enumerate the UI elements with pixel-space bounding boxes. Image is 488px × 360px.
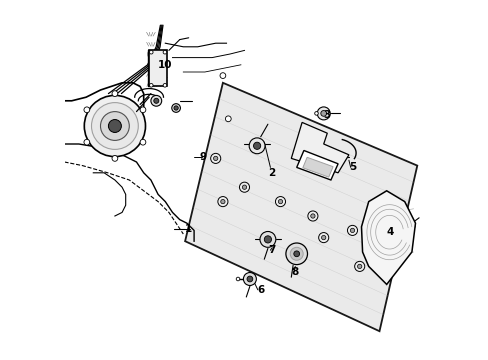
Circle shape (278, 199, 282, 204)
Circle shape (112, 156, 118, 161)
Circle shape (112, 91, 118, 96)
Circle shape (163, 84, 166, 87)
Text: 5: 5 (348, 162, 355, 172)
Circle shape (354, 261, 364, 271)
Circle shape (314, 112, 318, 115)
Circle shape (210, 153, 220, 163)
Circle shape (246, 276, 252, 282)
Circle shape (84, 95, 145, 157)
Text: 3: 3 (323, 110, 330, 120)
Circle shape (236, 277, 239, 281)
Circle shape (357, 264, 361, 269)
Circle shape (149, 50, 153, 54)
Bar (149, 50, 167, 86)
Circle shape (275, 197, 285, 207)
Circle shape (347, 225, 357, 235)
Circle shape (213, 156, 218, 161)
Circle shape (239, 182, 249, 192)
Polygon shape (185, 83, 416, 331)
Circle shape (253, 142, 260, 149)
Text: 8: 8 (291, 267, 298, 277)
Circle shape (293, 251, 299, 257)
Circle shape (218, 197, 227, 207)
Circle shape (225, 116, 231, 122)
Text: 7: 7 (267, 245, 275, 255)
Circle shape (174, 106, 178, 110)
Polygon shape (291, 122, 348, 173)
Circle shape (260, 231, 275, 247)
Circle shape (318, 233, 328, 243)
Circle shape (321, 235, 325, 240)
Text: 6: 6 (257, 285, 264, 295)
Circle shape (317, 107, 329, 120)
Circle shape (151, 95, 162, 106)
Circle shape (307, 211, 317, 221)
Circle shape (91, 103, 138, 149)
Text: 4: 4 (386, 227, 393, 237)
Circle shape (163, 50, 166, 54)
Circle shape (108, 120, 121, 132)
Polygon shape (361, 191, 415, 284)
Circle shape (84, 139, 89, 145)
Circle shape (264, 236, 271, 243)
Text: 2: 2 (267, 168, 275, 178)
Circle shape (320, 111, 326, 116)
Circle shape (149, 84, 153, 87)
Circle shape (243, 273, 256, 285)
Circle shape (289, 247, 303, 260)
Circle shape (285, 243, 307, 265)
Circle shape (171, 104, 180, 112)
Circle shape (349, 228, 354, 233)
Circle shape (220, 73, 225, 78)
Circle shape (140, 139, 145, 145)
Circle shape (140, 107, 145, 113)
Circle shape (101, 112, 129, 140)
Circle shape (249, 138, 264, 154)
Circle shape (84, 107, 89, 113)
Text: 1: 1 (185, 224, 192, 234)
Text: 9: 9 (199, 152, 206, 162)
Circle shape (242, 185, 246, 189)
Text: 10: 10 (158, 60, 172, 70)
Circle shape (153, 98, 159, 103)
Polygon shape (296, 150, 337, 180)
Circle shape (220, 199, 224, 204)
Circle shape (310, 214, 314, 218)
Polygon shape (302, 157, 332, 177)
